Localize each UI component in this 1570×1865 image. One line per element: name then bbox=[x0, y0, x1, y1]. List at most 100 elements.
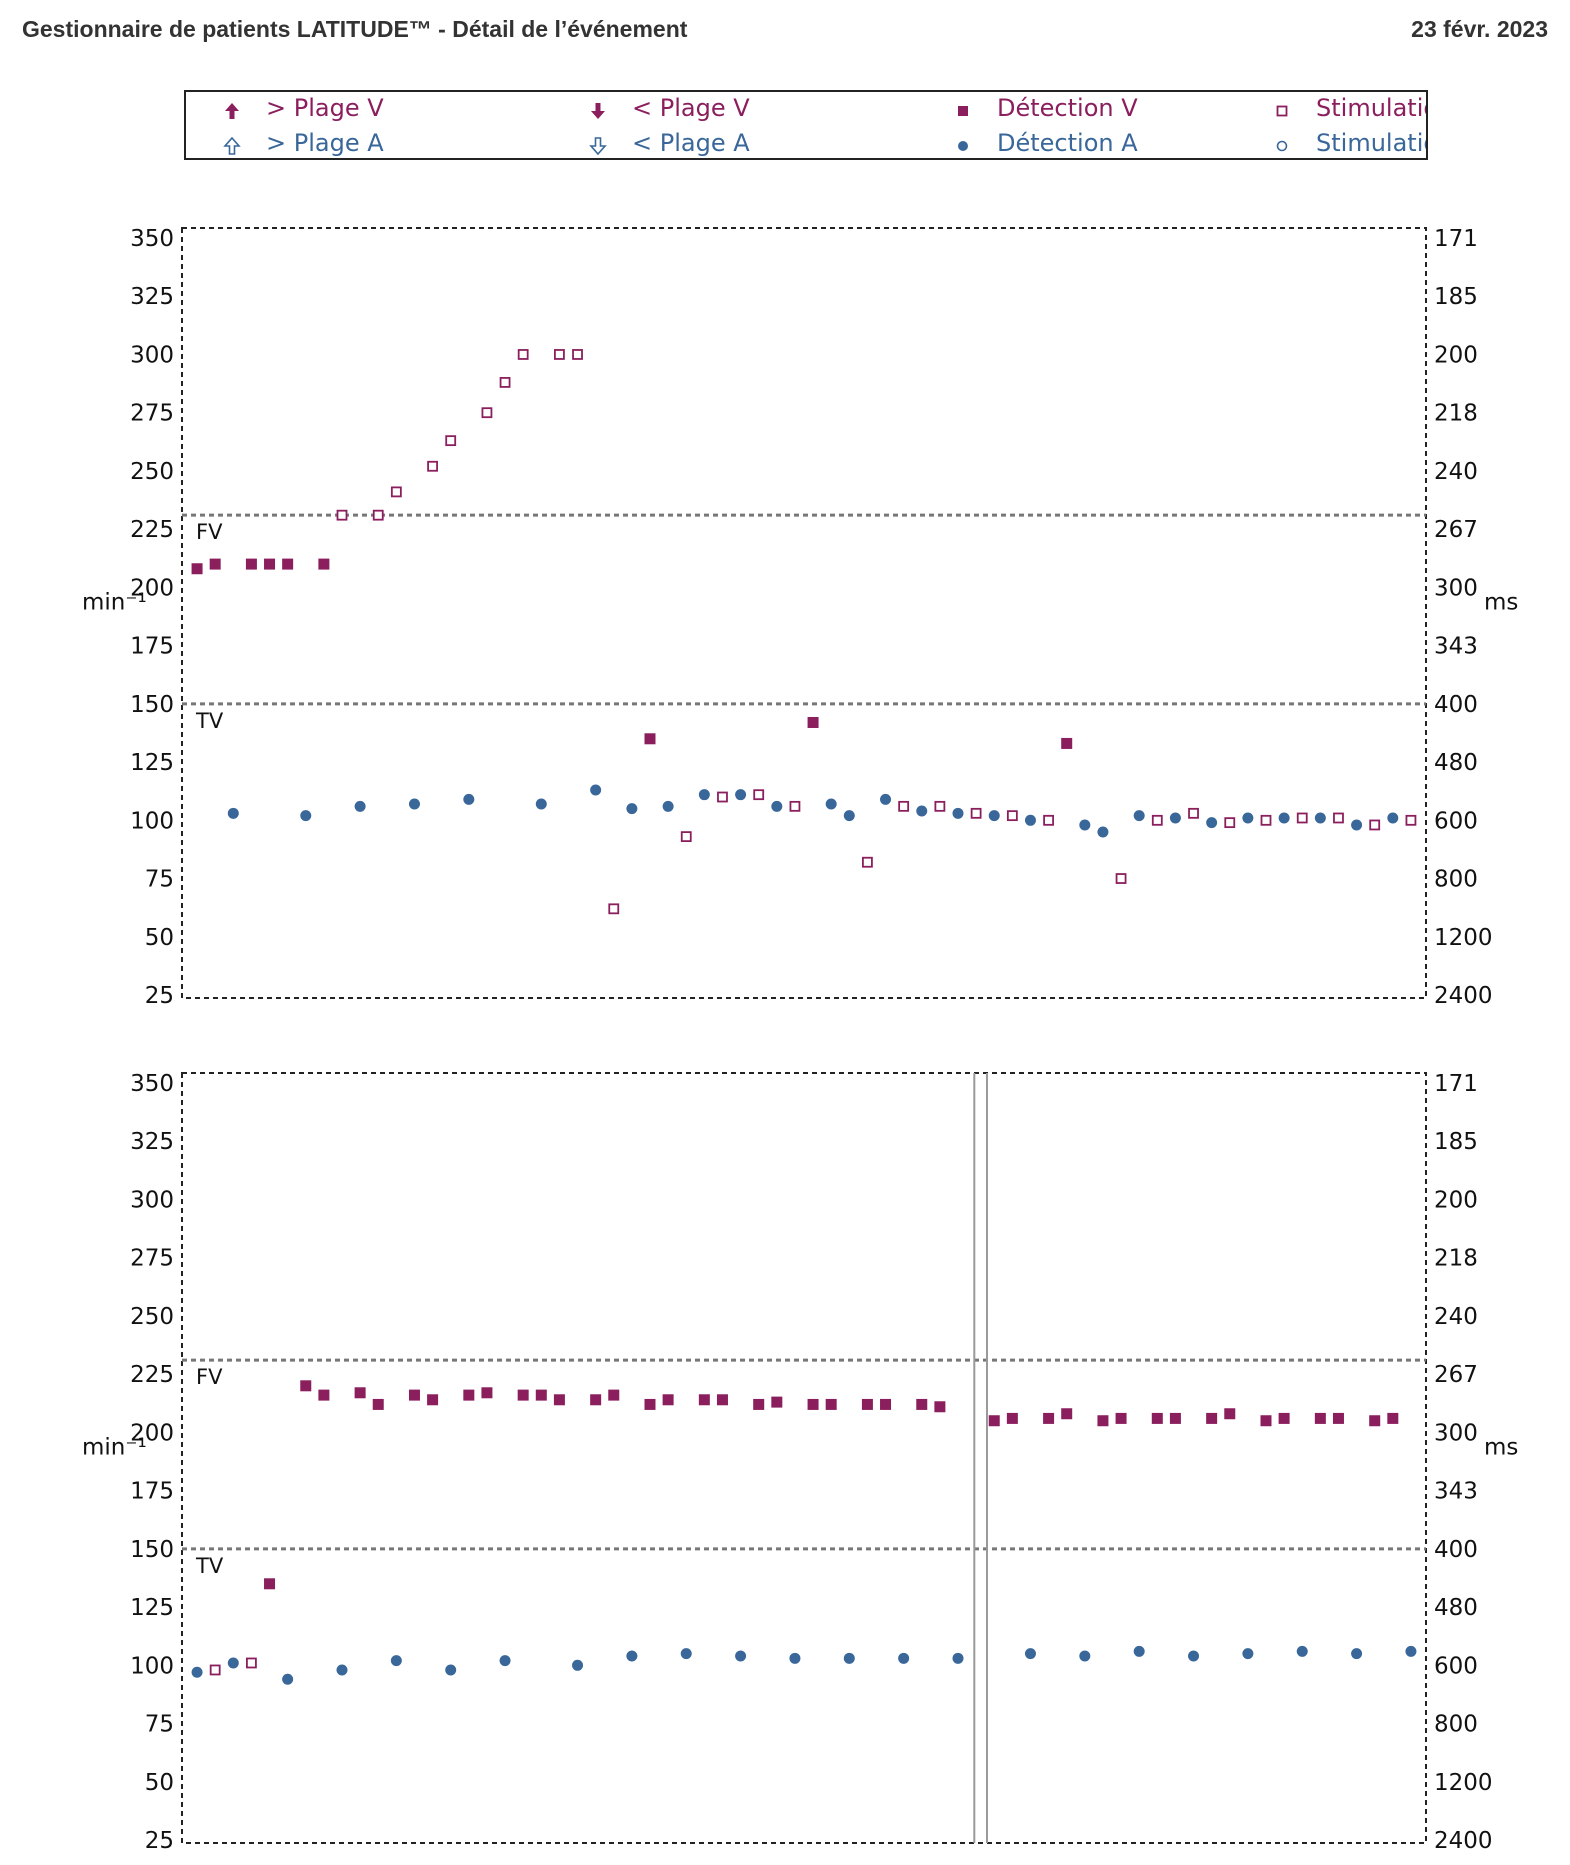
v-sense-point bbox=[1369, 1415, 1381, 1427]
a-sense-point bbox=[1278, 812, 1290, 824]
y-tick-right: 2400 bbox=[1434, 1828, 1493, 1854]
circle-open-icon bbox=[1276, 140, 1288, 152]
a-sense-point bbox=[1079, 1650, 1091, 1662]
a-sense-point bbox=[1296, 1645, 1308, 1657]
y-tick-left: 200 bbox=[130, 575, 174, 601]
y-tick-right: 600 bbox=[1434, 808, 1478, 834]
y-tick-left: 25 bbox=[145, 1828, 174, 1854]
a-sense-point bbox=[626, 1650, 638, 1662]
v-sense-point bbox=[300, 1380, 312, 1392]
rate-chart-bottom: 350 325 300 275 250 225 200 175 150 125 100 75 50 25 1… bbox=[82, 1071, 1518, 1854]
y-tick-left: 250 bbox=[130, 1304, 174, 1330]
v-sense-point bbox=[1043, 1412, 1055, 1424]
a-sense-point bbox=[735, 1650, 747, 1662]
v-pace-point bbox=[862, 856, 873, 868]
a-sense-point bbox=[735, 789, 747, 801]
a-sense-point bbox=[445, 1664, 457, 1676]
v-sense-point bbox=[590, 1394, 602, 1406]
v-sense-point bbox=[481, 1387, 493, 1399]
a-sense-point bbox=[1351, 819, 1363, 831]
a-sense-point bbox=[843, 1652, 855, 1664]
v-sense-point bbox=[553, 1394, 565, 1406]
a-sense-point bbox=[499, 1655, 511, 1667]
a-sense-point bbox=[952, 807, 964, 819]
a-sense-point bbox=[390, 1655, 402, 1667]
v-sense-point bbox=[1260, 1415, 1272, 1427]
v-sense-point bbox=[1061, 1408, 1073, 1420]
y-tick-right: 343 bbox=[1434, 634, 1478, 660]
a-sense-point bbox=[590, 784, 602, 796]
v-pace-point bbox=[608, 903, 620, 915]
a-sense-point bbox=[282, 1673, 294, 1685]
v-pace-point bbox=[717, 791, 728, 803]
v-pace-point bbox=[390, 486, 402, 498]
y-tick-left: 325 bbox=[130, 1129, 174, 1155]
a-sense-point bbox=[789, 1652, 801, 1664]
legend-label: Détection A bbox=[997, 129, 1138, 157]
threshold-label: TV bbox=[195, 709, 224, 733]
y-tick-left: 50 bbox=[145, 1770, 174, 1796]
v-sense-point bbox=[1097, 1415, 1109, 1427]
v-sense-point bbox=[716, 1394, 728, 1406]
y-tick-left: 100 bbox=[130, 1653, 174, 1679]
y-tick-right: 267 bbox=[1434, 517, 1478, 543]
y-tick-right: 400 bbox=[1434, 1537, 1478, 1563]
a-sense-point bbox=[191, 1666, 203, 1678]
a-sense-point bbox=[1405, 1645, 1417, 1657]
rate-chart-top: 350 325 300 275 250 225 200 175 150 125 100 75 50 25 1… bbox=[82, 226, 1518, 1009]
y-tick-right: 480 bbox=[1434, 1595, 1478, 1621]
y-tick-left: 350 bbox=[130, 226, 174, 252]
v-pace-point bbox=[572, 349, 583, 360]
v-pace-point bbox=[789, 800, 801, 812]
y-tick-left: 150 bbox=[130, 1537, 174, 1563]
v-pace-point bbox=[372, 509, 384, 521]
v-pace-point bbox=[499, 377, 511, 388]
v-pace-point bbox=[481, 407, 493, 419]
a-sense-point bbox=[1314, 812, 1326, 824]
y-tick-left: 25 bbox=[145, 983, 174, 1009]
y-tick-left: 100 bbox=[130, 808, 174, 834]
v-pace-point bbox=[1115, 873, 1127, 884]
y-tick-right: 480 bbox=[1434, 750, 1478, 776]
v-pace-point bbox=[1333, 812, 1344, 824]
v-sense-point bbox=[264, 1578, 276, 1590]
threshold-label: FV bbox=[196, 520, 223, 544]
page-title: Gestionnaire de patients LATITUDE™ - Dét… bbox=[22, 16, 688, 42]
y-axis-label-left: min⁻¹ bbox=[82, 1434, 147, 1460]
v-pace-point bbox=[1296, 812, 1308, 824]
v-sense-point bbox=[807, 716, 819, 728]
v-sense-point bbox=[1278, 1412, 1290, 1424]
v-sense-point bbox=[408, 1389, 420, 1401]
a-sense-point bbox=[463, 793, 475, 805]
v-sense-point bbox=[934, 1401, 946, 1413]
y-tick-right: 218 bbox=[1434, 401, 1478, 427]
y-tick-right: 1200 bbox=[1434, 925, 1493, 951]
y-tick-right: 171 bbox=[1434, 226, 1478, 252]
v-sense-point bbox=[1314, 1412, 1326, 1424]
v-pace-point bbox=[445, 435, 457, 447]
v-sense-point bbox=[825, 1398, 837, 1410]
y-tick-right: 1200 bbox=[1434, 1770, 1493, 1796]
v-sense-point bbox=[1061, 737, 1073, 749]
arrow-up-open-icon bbox=[223, 136, 241, 155]
a-sense-point bbox=[1097, 826, 1109, 838]
y-tick-right: 800 bbox=[1434, 867, 1478, 893]
a-sense-point bbox=[1387, 812, 1399, 824]
y-tick-left: 125 bbox=[130, 1595, 174, 1621]
y-tick-left: 275 bbox=[130, 401, 174, 427]
v-pace-point bbox=[1043, 814, 1054, 826]
legend-label: > Plage V bbox=[266, 94, 384, 122]
v-sense-point bbox=[608, 1389, 620, 1401]
y-tick-right: 185 bbox=[1434, 1129, 1478, 1155]
y-tick-right: 300 bbox=[1434, 1420, 1478, 1446]
a-sense-point bbox=[1169, 812, 1181, 824]
a-sense-point bbox=[1242, 1648, 1254, 1660]
a-sense-point bbox=[572, 1659, 584, 1671]
a-sense-point bbox=[1206, 817, 1218, 829]
arrow-up-filled-icon bbox=[225, 103, 239, 119]
v-sense-point bbox=[264, 558, 276, 570]
v-sense-point bbox=[644, 1398, 656, 1410]
a-sense-point bbox=[1351, 1648, 1363, 1660]
a-sense-point bbox=[898, 1652, 910, 1664]
v-sense-point bbox=[245, 558, 257, 570]
